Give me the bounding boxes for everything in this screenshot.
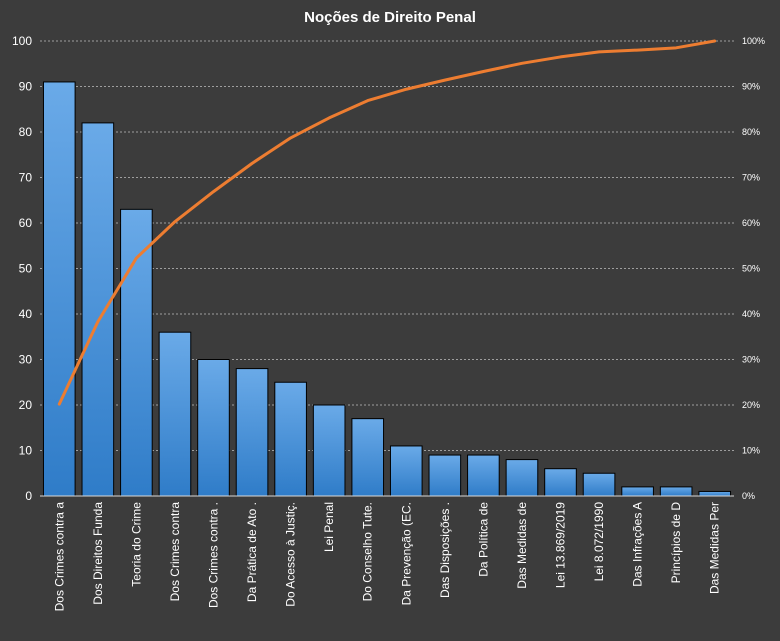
x-tick-label: Da Prevenção (EC. (399, 502, 413, 605)
y-tick-label: 10 (19, 444, 33, 458)
y2-tick-label: 100% (742, 36, 765, 46)
bar (312, 404, 346, 497)
x-tick-label: Dos Crimes contra a (52, 502, 66, 612)
bar (698, 490, 732, 497)
bar (197, 359, 230, 497)
y2-tick-label: 90% (742, 82, 760, 92)
bar (428, 454, 462, 497)
x-tick-label: Lei 8.072/1990 (592, 502, 606, 582)
bar (351, 418, 385, 497)
bar (81, 122, 115, 497)
y-tick-label: 20 (19, 398, 33, 412)
cumulative-line (57, 39, 717, 406)
bar (505, 459, 539, 497)
y-tick-label: 50 (19, 262, 33, 276)
y2-tick-label: 10% (742, 446, 760, 456)
y2-tick-label: 30% (742, 355, 760, 365)
x-tick-label: Dos Direitos Funda (91, 502, 105, 605)
y2-tick-label: 20% (742, 400, 760, 410)
y2-tick-label: 50% (742, 264, 760, 274)
x-tick-label: Das Infrações A (631, 502, 645, 587)
x-tick-label: Da Política de (476, 502, 490, 577)
y-tick-label: 60 (19, 216, 33, 230)
chart-title: Noções de Direito Penal (304, 9, 476, 26)
x-tick-label: Lei 13.869/2019 (554, 502, 568, 588)
x-tick-label: Das Medidas Per (708, 502, 722, 594)
bar (274, 381, 307, 497)
bar (158, 331, 192, 497)
y2-tick-label: 70% (742, 173, 760, 183)
x-tick-label: Princípios de D (669, 502, 683, 584)
y2-tick-label: 80% (742, 127, 760, 137)
bar (389, 445, 423, 497)
x-tick-label: Dos Crimes contra . (207, 502, 221, 608)
x-tick-label: Do Acesso à Justiç. (284, 502, 298, 607)
y-tick-label: 70 (19, 171, 33, 185)
bar (621, 486, 654, 497)
bar (582, 472, 616, 497)
bar (659, 486, 693, 497)
bar (120, 208, 153, 497)
y-tick-label: 40 (19, 307, 33, 321)
y-tick-label: 100 (12, 34, 32, 48)
bar (42, 81, 76, 497)
y2-tick-label: 60% (742, 218, 760, 228)
bar (235, 368, 269, 497)
x-tick-label: Das Medidas de (515, 502, 529, 589)
x-tick-label: Da Prática de Ato . (245, 502, 259, 602)
y-tick-label: 80 (19, 125, 33, 139)
x-tick-label: Dos Crimes contra (168, 502, 182, 602)
y2-tick-label: 0% (742, 491, 755, 501)
y-tick-label: 0 (25, 489, 32, 503)
x-tick-label: Do Conselho Tute. (361, 502, 375, 601)
y-tick-label: 30 (19, 353, 33, 367)
x-tick-label: Lei Penal (322, 502, 336, 552)
bar (467, 454, 500, 497)
x-tick-label: Teoria do Crime (129, 502, 143, 587)
bar (544, 468, 577, 497)
y-tick-label: 90 (19, 80, 33, 94)
x-tick-label: Das Disposições . (438, 502, 452, 598)
y2-tick-label: 40% (742, 309, 760, 319)
